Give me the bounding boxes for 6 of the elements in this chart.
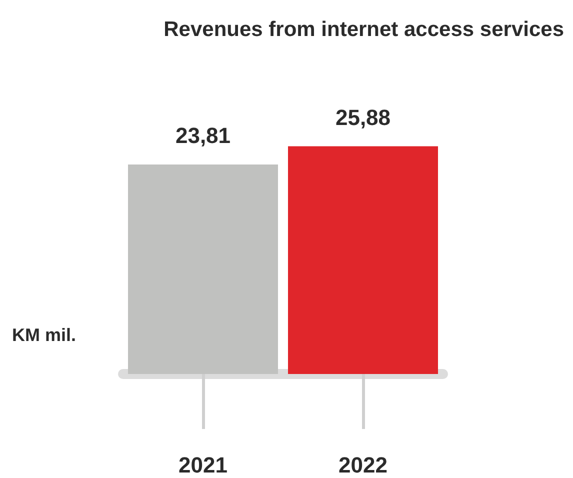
x-tick-label: 2021 [178,452,228,478]
x-tick-label: 2022 [338,452,388,478]
data-label: 23,81 [175,122,231,148]
data-label: 25,88 [335,104,391,130]
chart-title: Revenues from internet access services [164,18,564,41]
y-axis-title: KM mil. [12,325,76,345]
